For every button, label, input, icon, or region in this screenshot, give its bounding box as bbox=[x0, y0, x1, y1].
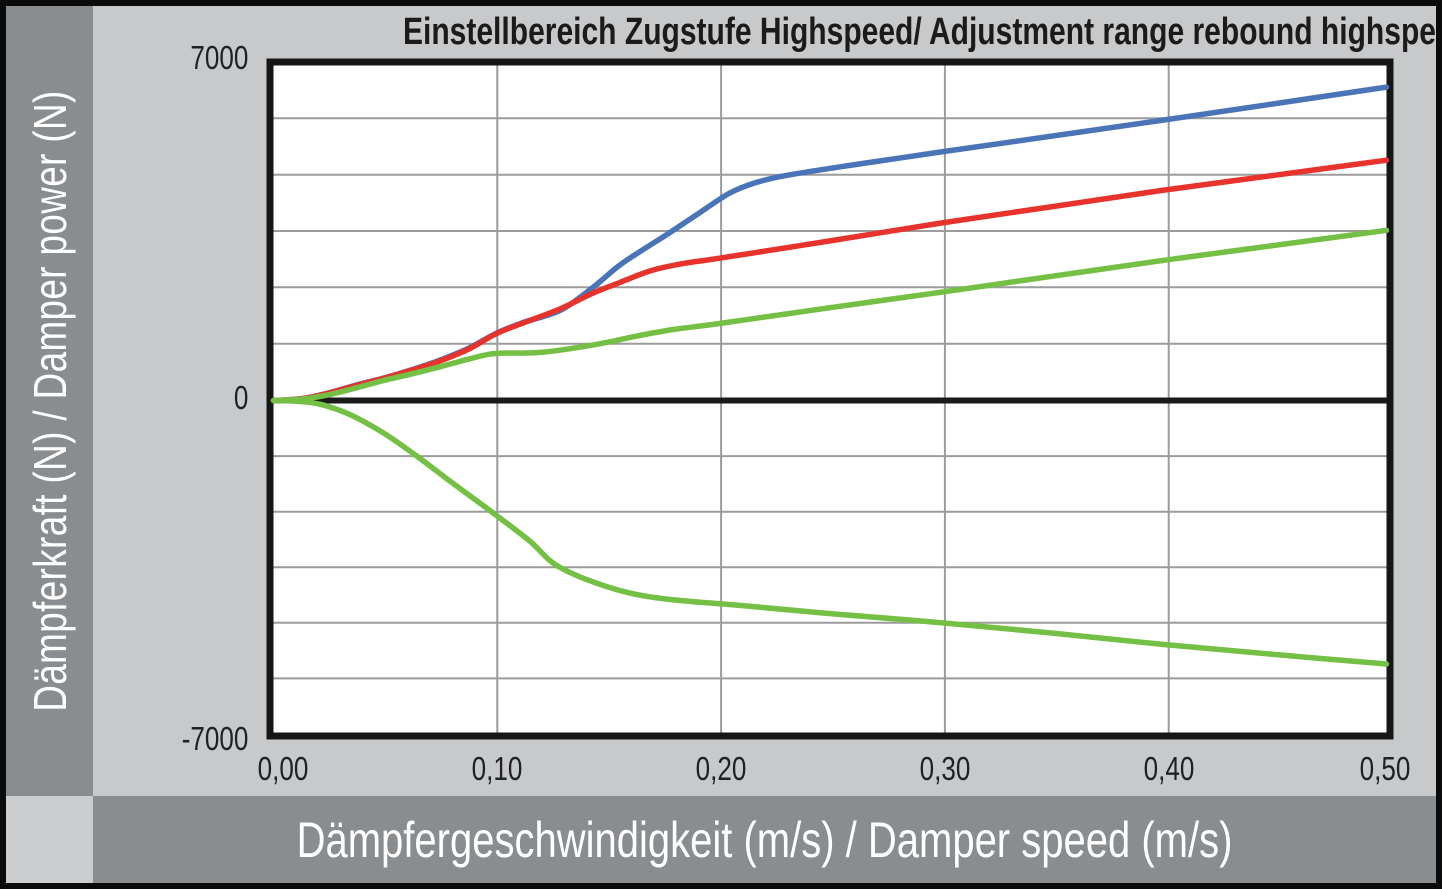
x-tick-0-10: 0,10 bbox=[471, 750, 523, 787]
green-line-lower-compression bbox=[270, 397, 1390, 667]
y-tick-0: 0 bbox=[233, 379, 248, 416]
x-axis-title: Dämpfergeschwindigkeit (m/s) / Damper sp… bbox=[296, 811, 1233, 868]
y-tick-neg7000: -7000 bbox=[181, 720, 248, 757]
chart-title-text: Einstellbereich Zugstufe Highspeed/ Adju… bbox=[402, 11, 1442, 53]
y-tick-7000: 7000 bbox=[189, 39, 248, 76]
chart-plot-area bbox=[266, 58, 1394, 740]
x-tick-0-40: 0,40 bbox=[1143, 750, 1195, 787]
y-axis-band: Dämpferkraft (N) / Damper power (N) bbox=[6, 6, 93, 796]
corner-spacer bbox=[6, 796, 93, 883]
y-axis-title: Dämpferkraft (N) / Damper power (N) bbox=[23, 90, 76, 712]
x-axis-band: Dämpfergeschwindigkeit (m/s) / Damper sp… bbox=[93, 796, 1436, 883]
gridlines bbox=[273, 65, 1387, 733]
data-series bbox=[270, 84, 1390, 667]
x-tick-0-30: 0,30 bbox=[919, 750, 971, 787]
x-tick-0-00: 0,00 bbox=[257, 750, 309, 787]
chart-title: Einstellbereich Zugstufe Highspeed/ Adju… bbox=[261, 11, 1436, 54]
x-tick-0-50: 0,50 bbox=[1359, 750, 1411, 787]
x-tick-0-20: 0,20 bbox=[695, 750, 747, 787]
green-line-upper bbox=[270, 227, 1390, 404]
